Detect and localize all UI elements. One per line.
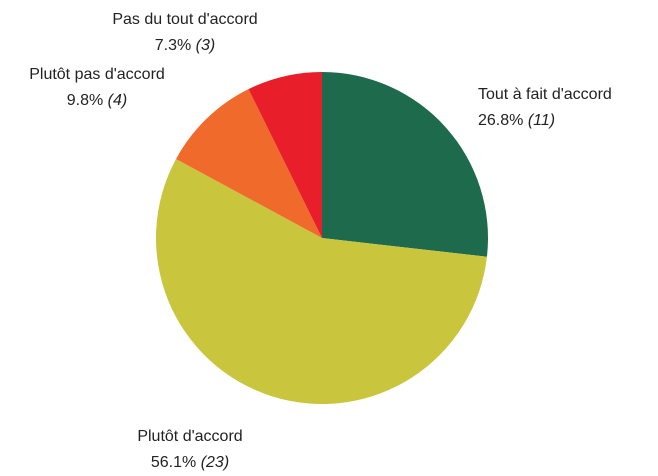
value-line: 7.3% 3 [112,33,257,59]
pie-slice [176,89,322,238]
slice-label: Plutôt pas d'accord 9.8% 4 [29,62,165,114]
category-name: Plutôt pas d'accord [29,66,165,83]
slice-label: Tout à fait d'accord 26.8% 11 [478,82,612,134]
value-line: 9.8% 4 [29,88,165,114]
count-label: 3 [196,37,216,54]
count-label: 23 [201,454,229,471]
value-label: 56.1% [150,454,197,471]
pie-slice [322,72,488,257]
value-label: 26.8% [478,112,524,129]
value-line: 26.8% 11 [478,108,612,134]
category-name: Plutôt d'accord [137,428,243,445]
slice-label: Pas du tout d'accord 7.3% 3 [112,7,257,59]
value-label: 7.3% [154,37,192,54]
slice-label: Plutôt d'accord 56.1% 23 [137,424,242,476]
count-label: 11 [528,112,555,129]
value-label: 9.8% [66,92,104,109]
pie-slice [248,72,322,238]
count-label: 4 [108,92,128,109]
category-name: Tout à fait d'accord [478,86,612,103]
value-line: 56.1% 23 [137,450,242,476]
pie-slice [155,158,487,404]
category-name: Pas du tout d'accord [112,11,258,28]
